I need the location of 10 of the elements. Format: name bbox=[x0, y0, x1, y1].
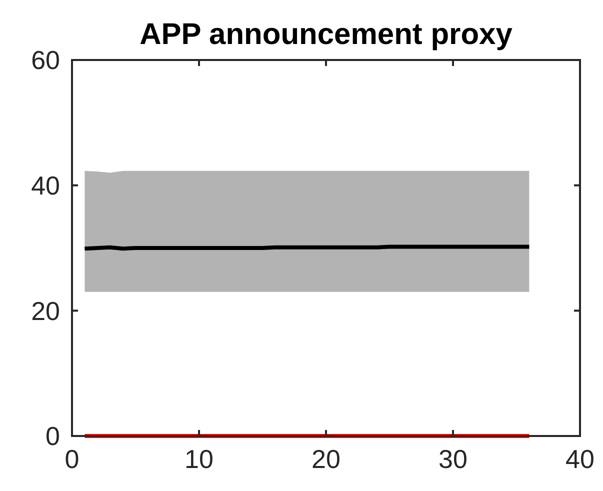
y-tick-label: 40 bbox=[31, 170, 60, 200]
y-tick-label: 60 bbox=[31, 45, 60, 76]
x-tick-label: 10 bbox=[184, 444, 214, 474]
x-tick-label: 20 bbox=[312, 444, 340, 474]
x-tick-label: 40 bbox=[566, 444, 594, 474]
y-tick-label: 20 bbox=[31, 296, 60, 326]
x-tick-label: 30 bbox=[438, 444, 468, 474]
y-tick-label: 0 bbox=[46, 421, 60, 452]
chart-title: APP announcement proxy bbox=[140, 18, 513, 51]
x-tick-label: 0 bbox=[64, 444, 80, 474]
